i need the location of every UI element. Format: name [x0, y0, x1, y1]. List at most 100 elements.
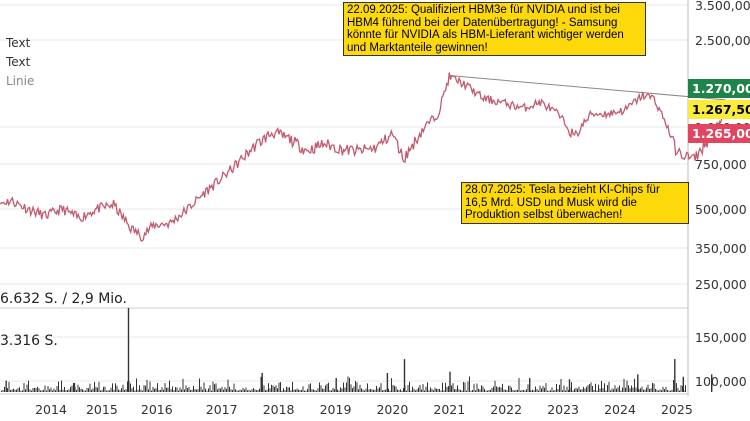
volume-bar: [295, 389, 296, 392]
volume-bar: [436, 388, 437, 392]
volume-bar: [239, 389, 241, 392]
volume-bar: [331, 390, 332, 392]
volume-bar: [127, 381, 128, 392]
volume-bar: [148, 389, 149, 392]
volume-bar: [2, 390, 4, 392]
volume-bar: [565, 390, 566, 392]
volume-bar: [89, 383, 91, 392]
volume-bar: [590, 382, 592, 392]
volume-bar: [379, 387, 380, 392]
volume-bar: [314, 390, 316, 392]
volume-bar: [217, 389, 218, 392]
volume-bar: [320, 385, 322, 392]
volume-bar: [665, 386, 667, 392]
volume-bar: [520, 390, 521, 392]
volume-bar: [77, 384, 79, 392]
volume-bar: [532, 389, 533, 392]
volume-bar: [97, 387, 98, 392]
volume-bar: [124, 390, 125, 392]
volume-bar: [37, 386, 38, 392]
volume-bar: [59, 389, 61, 392]
volume-bar: [409, 381, 410, 392]
volume-bar: [347, 376, 349, 392]
volume-bar: [608, 381, 610, 392]
volume-bar: [302, 386, 304, 392]
volume-bar: [407, 384, 409, 392]
volume-bar: [454, 389, 455, 392]
volume-bar: [560, 379, 562, 392]
volume-bar: [221, 386, 223, 392]
volume-bar: [613, 389, 614, 392]
volume-bar: [410, 390, 412, 392]
volume-bar: [31, 390, 32, 392]
volume-bar: [382, 390, 383, 392]
volume-bar: [88, 388, 89, 392]
volume-bar: [367, 383, 368, 392]
volume-bar: [415, 390, 416, 392]
volume-bar: [308, 384, 310, 392]
volume-bar: [550, 390, 551, 392]
x-tick-label: 2024: [604, 402, 636, 417]
volume-bar: [679, 390, 680, 392]
volume-bar: [334, 389, 335, 392]
volume-bar: [481, 385, 482, 392]
x-tick-label: 2015: [86, 402, 118, 417]
volume-bar: [682, 386, 683, 392]
x-tick-label: 2019: [320, 402, 352, 417]
volume-bar: [464, 382, 466, 392]
volume-bar: [517, 389, 518, 392]
volume-bar: [326, 383, 328, 392]
volume-bar: [611, 388, 613, 392]
volume-bar: [391, 378, 392, 392]
volume-bar: [61, 380, 62, 392]
volume-bar: [140, 389, 142, 392]
volume-bar: [539, 385, 541, 392]
volume-bar: [119, 390, 121, 392]
volume-bar: [506, 390, 508, 392]
volume-bar: [329, 390, 331, 392]
volume-bar: [311, 389, 313, 392]
volume-bar: [662, 386, 664, 392]
volume-bar: [448, 386, 449, 392]
volume-bar: [580, 389, 581, 392]
volume-bar: [322, 388, 323, 392]
volume-bar: [157, 383, 158, 392]
volume-bar: [248, 389, 250, 392]
volume-bar: [187, 388, 188, 392]
volume-bar: [554, 390, 556, 392]
volume-bar: [301, 390, 302, 392]
volume-bar: [230, 389, 232, 392]
volume-bar: [455, 389, 457, 392]
volume-bar: [7, 388, 8, 392]
volume-bar: [445, 382, 446, 392]
volume-bar: [371, 389, 373, 392]
volume-bar: [490, 389, 491, 392]
volume-bar: [377, 388, 379, 392]
volume-bar: [17, 388, 19, 392]
price-badge-high: 1.270,00: [688, 79, 750, 98]
volume-bar: [40, 390, 41, 392]
volume-bar: [299, 390, 301, 392]
volume-bar: [643, 389, 644, 392]
volume-bar: [589, 384, 590, 392]
volume-bar: [659, 389, 661, 392]
volume-bar: [232, 389, 233, 392]
volume-bar: [196, 389, 197, 392]
volume-bar: [446, 386, 448, 392]
volume-bar: [680, 385, 682, 392]
volume-bar: [238, 390, 239, 392]
volume-bar: [479, 389, 481, 392]
volume-bar: [413, 388, 415, 392]
volume-bar: [214, 384, 215, 392]
volume-bar: [131, 388, 133, 392]
volume-bar: [170, 389, 172, 392]
volume-bar: [332, 387, 334, 392]
volume-bar: [224, 387, 226, 392]
volume-bar: [209, 385, 211, 392]
volume-bar: [385, 389, 386, 392]
volume-bar: [563, 385, 565, 392]
volume-bar: [604, 383, 605, 392]
volume-bar: [193, 385, 194, 392]
volume-bar: [25, 389, 26, 392]
volume-bar: [310, 383, 311, 392]
